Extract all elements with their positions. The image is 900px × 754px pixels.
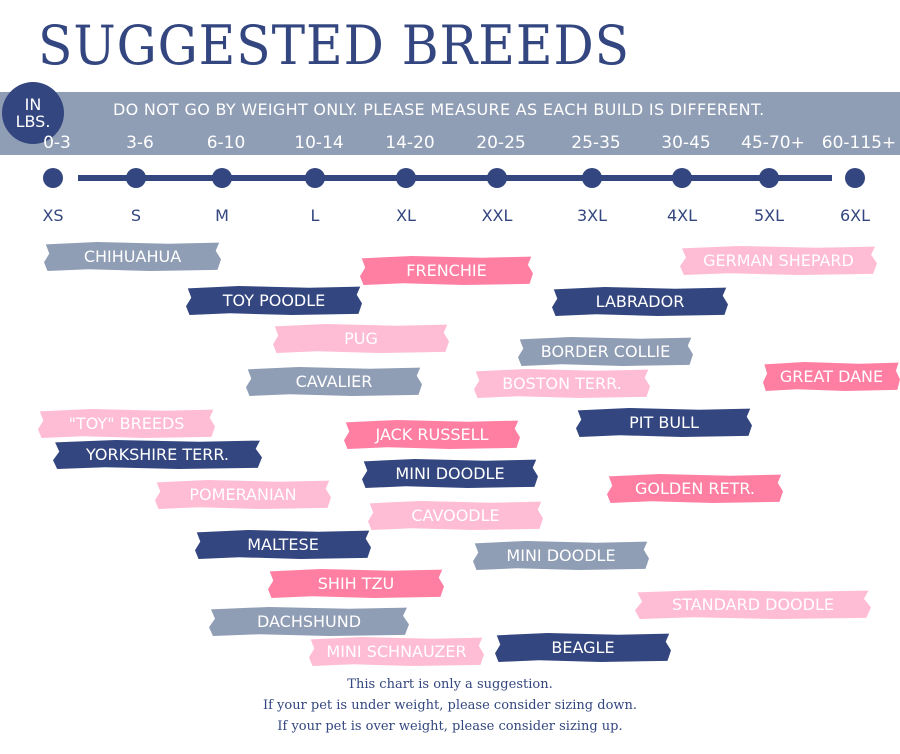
weight-range: 6-10 <box>206 133 246 153</box>
note-banner <box>0 92 900 155</box>
size-label: 3XL <box>576 206 608 225</box>
weight-range: 0-3 <box>43 133 71 153</box>
breed-tag: TOY POODLE <box>186 286 362 315</box>
breed-tag: GREAT DANE <box>763 362 900 391</box>
breed-tag: "TOY" BREEDS <box>38 409 215 438</box>
breed-tag: MINI SCHNAUZER <box>309 637 484 666</box>
breed-tag: BEAGLE <box>495 633 671 662</box>
breed-tag: BOSTON TERR. <box>474 369 650 398</box>
breed-tag: PIT BULL <box>576 408 752 437</box>
breed-tag: CHIHUAHUA <box>44 242 221 271</box>
weight-range: 45-70+ <box>741 133 805 153</box>
breed-tag: POMERANIAN <box>155 480 331 509</box>
breed-tag: BORDER COLLIE <box>518 337 693 366</box>
measure-note: DO NOT GO BY WEIGHT ONLY. PLEASE MEASURE… <box>113 100 765 119</box>
size-label: 6XL <box>839 206 871 225</box>
breed-tag: YORKSHIRE TERR. <box>53 440 262 469</box>
size-label: XXL <box>481 206 513 225</box>
size-label: S <box>130 206 142 225</box>
footer-line-3: If your pet is over weight, please consi… <box>277 719 623 734</box>
weight-range: 14-20 <box>385 133 435 153</box>
size-label: XL <box>396 206 416 225</box>
weight-range: 25-35 <box>571 133 621 153</box>
timeline-dot <box>43 168 63 188</box>
footer-line-2: If your pet is under weight, please cons… <box>262 698 638 713</box>
breed-tag: DACHSHUND <box>209 607 409 636</box>
breed-tag: FRENCHIE <box>360 256 533 285</box>
size-label: XS <box>42 206 64 225</box>
breed-tag: CAVOODLE <box>368 501 543 530</box>
breed-tag: GERMAN SHEPARD <box>680 246 877 275</box>
size-label: L <box>310 206 320 225</box>
timeline-dot <box>845 168 865 188</box>
breed-tag: MINI DOODLE <box>473 541 649 570</box>
breed-tag: GOLDEN RETR. <box>607 474 783 503</box>
breed-tag: MALTESE <box>195 530 371 559</box>
weight-range: 20-25 <box>476 133 526 153</box>
weight-range: 10-14 <box>294 133 344 153</box>
weight-range: 3-6 <box>126 133 154 153</box>
weight-range: 60-115+ <box>821 133 897 153</box>
page-title: SUGGESTED BREEDS <box>38 14 631 77</box>
size-label: 4XL <box>666 206 698 225</box>
size-label: 5XL <box>753 206 785 225</box>
size-timeline-line <box>78 175 832 181</box>
breed-tag: JACK RUSSELL <box>344 420 520 449</box>
footer-line-1: This chart is only a suggestion. <box>347 677 553 692</box>
size-label: M <box>215 206 229 225</box>
breed-tag: STANDARD DOODLE <box>635 590 871 619</box>
breed-tag: LABRADOR <box>552 287 728 316</box>
breed-tag: PUG <box>273 324 449 353</box>
breed-tag: CAVALIER <box>246 367 422 396</box>
breed-tag: MINI DOODLE <box>362 459 538 488</box>
unit-badge: IN LBS. <box>2 82 64 144</box>
breed-tag: SHIH TZU <box>268 569 444 598</box>
weight-range: 30-45 <box>661 133 711 153</box>
